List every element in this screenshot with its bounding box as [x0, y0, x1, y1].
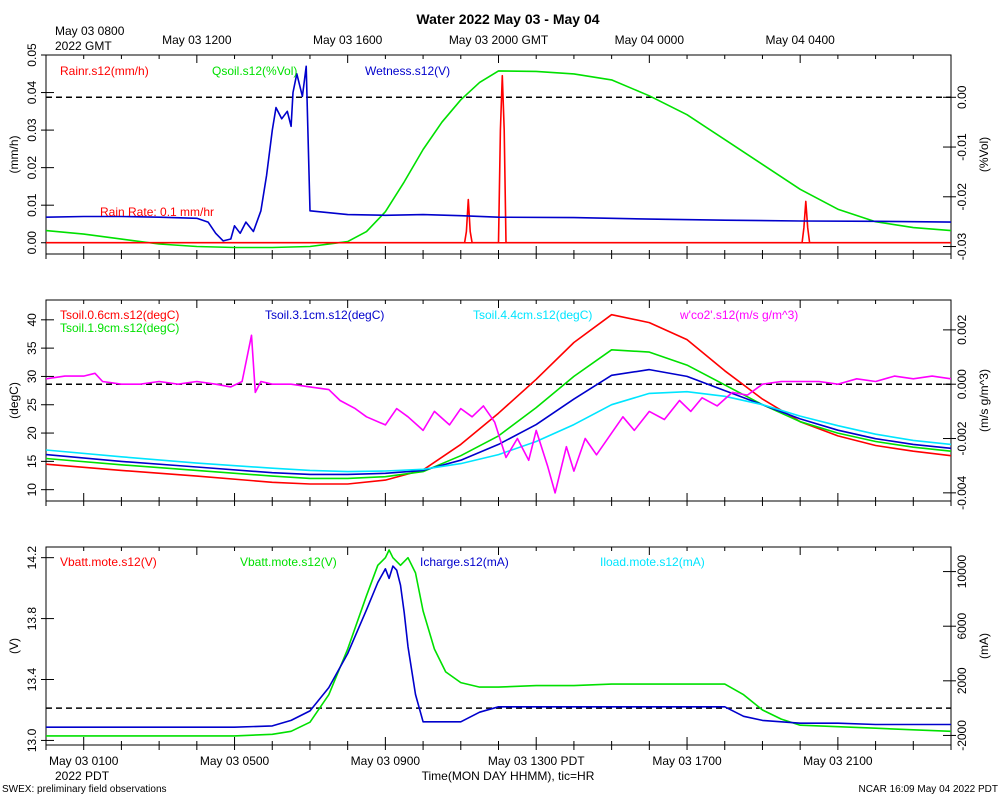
plot-frame [45, 299, 952, 502]
left-tick-label: 15 [25, 454, 39, 468]
left-tick-label: 0.04 [25, 81, 39, 105]
bottom-axis-label: May 03 0900 [351, 754, 421, 768]
right-tick-label: -0.004 [955, 476, 969, 510]
legend-entry: Iload.mote.s12(mA) [600, 555, 705, 569]
left-tick-label: 13.8 [25, 607, 39, 631]
legend-entry: Qsoil.s12(%Vol) [212, 64, 297, 78]
bottom-axis-first-label-line2: 2022 PDT [55, 769, 110, 783]
battery-panel: 13.0 13.4 13.8 14.2 (V) -2000 2000 6000 10000 (mA… [7, 546, 991, 752]
left-axis-label: (degC) [7, 382, 21, 419]
right-axis-label: (%Vol) [977, 137, 991, 172]
top-axis-label: May 03 2000 GMT [449, 33, 549, 47]
rain-moisture-panel: 0.00 0.01 0.02 0.03 0.04 0.05 (mm/h) 0.00 -0.01 -… [7, 43, 991, 260]
series-w-co2-s12-m-s-g-m-3- [46, 334, 951, 494]
footer-right: NCAR 16:09 May 04 2022 PDT [858, 784, 998, 795]
legend-entry: Tsoil.3.1cm.s12(degC) [265, 308, 384, 322]
right-tick-label: 0.000 [955, 369, 969, 399]
legend-entry: Tsoil.1.9cm.s12(degC) [60, 321, 179, 335]
series-wetness-s12-v- [46, 65, 951, 242]
legend-entry: Vbatt.mote.s12(V) [240, 555, 337, 569]
bottom-axis-labels: May 03 0100 May 03 0500 May 03 0900 May 03 … [49, 754, 873, 768]
bottom-axis-label: May 03 2100 [803, 754, 873, 768]
series-vbatt-mote-s12-v- [46, 549, 951, 737]
right-tick-label: -0.02 [955, 183, 969, 211]
series-tsoil-0-6cm-s12-degc- [46, 313, 951, 485]
legend-entry: Icharge.s12(mA) [420, 555, 509, 569]
left-tick-label: 25 [25, 398, 39, 412]
chart-title: Water 2022 May 03 - May 04 [416, 11, 599, 27]
legend-entry: w'co2'.s12(m/s g/m^3) [679, 308, 798, 322]
bottom-axis-label: May 03 1300 PDT [488, 754, 585, 768]
left-tick-label: 30 [25, 369, 39, 383]
soil-temperature-panel: 10 15 20 25 30 35 40 (degC) 0.002 0.000 -0.002 -0.0… [7, 299, 991, 510]
left-tick-label: 14.2 [25, 546, 39, 570]
left-tick-label: 35 [25, 341, 39, 355]
left-axis-label: (mm/h) [7, 136, 21, 174]
legend-entry: Vbatt.mote.s12(V) [60, 555, 157, 569]
right-tick-label: -2000 [955, 720, 969, 751]
series-tsoil-3-1cm-s12-degc- [46, 368, 951, 476]
series-qsoil-s12-vol- [46, 70, 951, 249]
footer-left: SWEX: preliminary field observations [2, 784, 167, 795]
right-tick-label: -0.03 [955, 233, 969, 261]
series-rainr-s12-mm-h- [46, 74, 951, 244]
series-tsoil-4-4cm-s12-degc- [46, 390, 951, 473]
right-tick-label: -0.002 [955, 421, 969, 455]
top-axis-first-label-line1: May 03 0800 [55, 24, 125, 38]
left-tick-label: 10 [25, 483, 39, 497]
plot-frame [45, 546, 952, 746]
top-axis-label: May 03 1200 [162, 33, 232, 47]
right-tick-label: 0.00 [955, 85, 969, 109]
right-axis-label: (mA) [977, 633, 991, 659]
left-axis-label: (V) [7, 638, 21, 654]
left-tick-label: 0.05 [25, 43, 39, 67]
left-tick-label: 0.02 [25, 156, 39, 180]
top-axis-label: May 03 1600 [313, 33, 383, 47]
right-tick-label: -0.01 [955, 133, 969, 161]
right-axis-label: (m/s g/m^3) [977, 369, 991, 432]
right-tick-label: 0.002 [955, 315, 969, 345]
bottom-axis-label: May 03 0100 [49, 754, 119, 768]
left-tick-label: 13.4 [25, 668, 39, 692]
top-axis-labels: May 03 1200 May 03 1600 May 03 2000 GMT May… [162, 33, 835, 47]
top-axis-label: May 04 0000 [615, 33, 685, 47]
legend-entry: Tsoil.4.4cm.s12(degC) [473, 308, 592, 322]
series-icharge-s12-ma- [46, 565, 951, 729]
left-tick-label: 0.03 [25, 118, 39, 142]
bottom-axis-label: May 03 1700 [652, 754, 722, 768]
legend-entry: Wetness.s12(V) [365, 64, 450, 78]
right-tick-label: 10000 [955, 555, 969, 589]
top-axis-first-label-line2: 2022 GMT [55, 39, 112, 53]
right-tick-label: 6000 [955, 613, 969, 640]
left-tick-label: 0.00 [25, 231, 39, 255]
right-tick-label: 2000 [955, 667, 969, 694]
left-tick-label: 40 [25, 313, 39, 327]
left-tick-label: 13.0 [25, 728, 39, 752]
bottom-axis-label: May 03 0500 [200, 754, 270, 768]
top-axis-label: May 04 0400 [765, 33, 835, 47]
legend-entry: Tsoil.0.6cm.s12(degC) [60, 308, 179, 322]
legend-entry: Rainr.s12(mm/h) [60, 64, 149, 78]
series-tsoil-1-9cm-s12-degc- [46, 348, 951, 480]
x-axis-title: Time(MON DAY HHMM), tic=HR [422, 769, 595, 783]
rain-rate-annotation: Rain Rate: 0.1 mm/hr [100, 205, 214, 219]
left-tick-label: 0.01 [25, 193, 39, 217]
left-tick-label: 20 [25, 426, 39, 440]
